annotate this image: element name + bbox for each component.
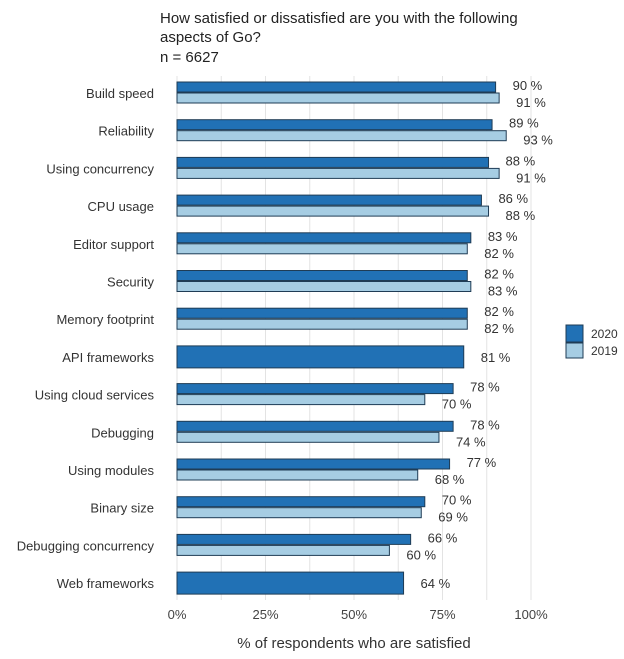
category-label: CPU usage — [88, 199, 154, 214]
labels: 0% 25% 50% 75% 100% Build speed 90 % 91 % Reliab… — [17, 78, 554, 622]
value-label-2020: 77 % — [467, 455, 497, 470]
bar-2019 — [176, 431, 440, 443]
bar-2020 — [176, 420, 454, 432]
value-label-2020: 82 % — [484, 304, 514, 319]
value-label-2020: 89 % — [509, 116, 539, 131]
x-axis-title: % of respondents who are satisfied — [237, 635, 470, 652]
value-label-2019: 70 % — [442, 397, 472, 412]
category-label: Using modules — [68, 463, 154, 478]
bar-2019 — [176, 507, 422, 519]
category-label: Web frameworks — [57, 576, 155, 591]
value-label-2020: 90 % — [513, 78, 543, 93]
value-label-2019: 82 % — [484, 321, 514, 336]
bar-2020 — [176, 458, 451, 470]
bar-2020 — [176, 119, 493, 131]
bar-2019 — [176, 167, 500, 179]
bar-2020 — [176, 383, 454, 395]
bar-2020 — [176, 194, 482, 206]
category-label: Memory footprint — [56, 312, 154, 327]
category-label: Debugging concurrency — [17, 538, 155, 553]
category-label: Debugging — [91, 425, 154, 440]
bar-2019 — [176, 318, 468, 330]
category-label: Binary size — [90, 501, 154, 516]
grid-lines — [176, 76, 532, 600]
bar-2019 — [176, 544, 390, 556]
bar-2020 — [176, 533, 412, 545]
bar-2019 — [176, 92, 500, 104]
value-label-2019: 60 % — [406, 547, 436, 562]
bar-2020 — [176, 345, 465, 369]
bar-2019 — [176, 394, 426, 406]
bar-2019 — [176, 281, 472, 292]
value-label-2019: 74 % — [456, 434, 486, 449]
category-label: Build speed — [86, 86, 154, 101]
bar-2020 — [176, 496, 426, 508]
x-tick-label: 75% — [429, 607, 455, 622]
value-label-2019: 82 % — [484, 246, 514, 261]
value-label-2020: 88 % — [506, 153, 536, 168]
category-label: Using cloud services — [35, 388, 155, 403]
value-label-2019: 69 % — [438, 510, 468, 525]
bar-2019 — [176, 469, 419, 481]
bar-2020 — [176, 307, 468, 319]
chart-subtitle: n = 6627 — [160, 49, 219, 66]
chart-title-line-1: How satisfied or dissatisfied are you wi… — [160, 10, 518, 27]
bar-2019 — [176, 243, 468, 255]
value-label-2019: 88 % — [506, 208, 536, 223]
value-label-2020: 86 % — [498, 191, 528, 206]
value-label-2020: 81 % — [481, 350, 511, 365]
category-label: Reliability — [98, 124, 154, 139]
x-tick-label: 25% — [252, 607, 278, 622]
bars — [176, 81, 507, 595]
chart-title-line-2: aspects of Go? — [160, 29, 261, 46]
x-tick-label: 0% — [168, 607, 187, 622]
bar-2019 — [176, 205, 490, 217]
category-label: Editor support — [73, 237, 154, 252]
value-label-2020: 82 % — [484, 267, 514, 282]
x-tick-label: 50% — [341, 607, 367, 622]
value-label-2020: 70 % — [442, 493, 472, 508]
bar-2020 — [176, 232, 472, 244]
value-label-2019: 93 % — [523, 133, 553, 148]
value-label-2020: 66 % — [428, 530, 458, 545]
category-label: Security — [107, 275, 154, 290]
legend-swatch-2019 — [565, 342, 584, 359]
category-label: Using concurrency — [46, 161, 154, 176]
value-label-2019: 83 % — [488, 284, 518, 299]
value-label-2020: 83 % — [488, 229, 518, 244]
value-label-2019: 68 % — [435, 472, 465, 487]
legend-swatch-2020 — [565, 324, 584, 343]
legend-label-2019: 2019 — [591, 344, 618, 358]
bar-2019 — [176, 130, 507, 142]
bar-2020 — [176, 156, 490, 168]
bar-2020 — [176, 270, 468, 281]
x-tick-label: 100% — [514, 607, 548, 622]
category-label: API frameworks — [62, 350, 154, 365]
legend: 2020 2019 — [565, 324, 618, 359]
bar-2020 — [176, 571, 405, 595]
bar-2020 — [176, 81, 497, 93]
value-label-2020: 64 % — [421, 576, 451, 591]
value-label-2020: 78 % — [470, 417, 500, 432]
value-label-2019: 91 % — [516, 95, 546, 110]
legend-label-2020: 2020 — [591, 327, 618, 341]
value-label-2019: 91 % — [516, 170, 546, 185]
value-label-2020: 78 % — [470, 380, 500, 395]
